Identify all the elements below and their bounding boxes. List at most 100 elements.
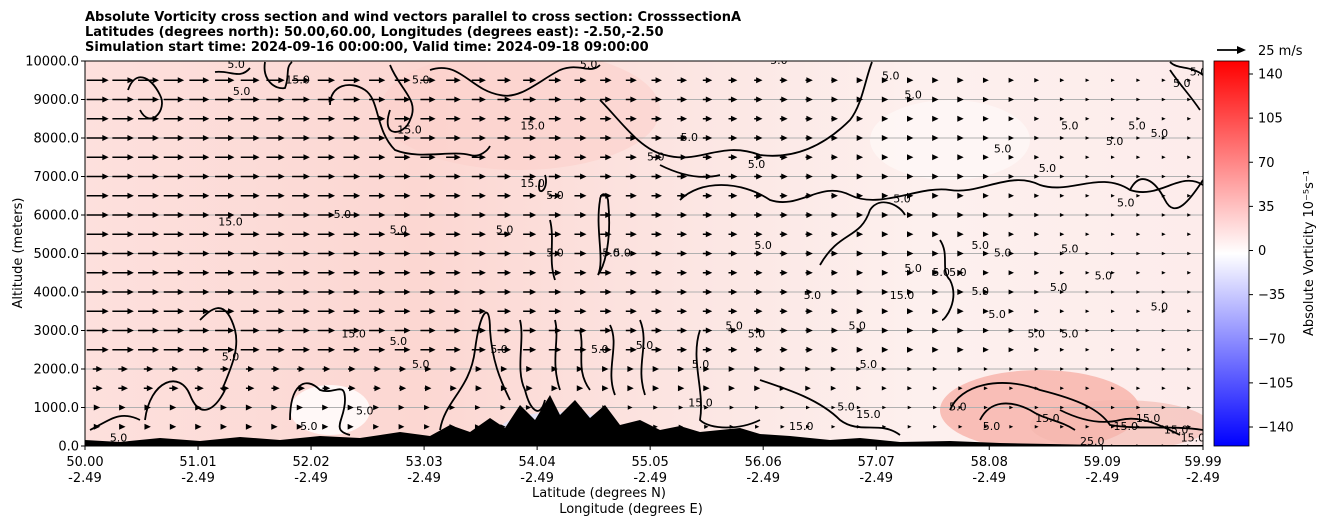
wind-vector [1085, 116, 1090, 121]
wind-vector [143, 366, 154, 372]
contour-line [144, 380, 226, 421]
wind-vector [215, 77, 235, 84]
wind-vector [471, 212, 486, 218]
x-tick-label-lat: 59.99 [1184, 455, 1221, 470]
wind-vector [779, 346, 788, 353]
wind-vector [881, 366, 887, 372]
wind-vector [574, 192, 587, 199]
wind-vector [292, 135, 310, 141]
x-tick-label-lat: 50.00 [66, 455, 103, 470]
wind-vector [728, 192, 738, 199]
wind-vector [600, 115, 612, 122]
wind-vector [271, 404, 278, 411]
contour-label: 15.0 [1136, 412, 1161, 425]
wind-vector [292, 231, 310, 238]
contour-label: 5.0 [1095, 270, 1113, 283]
vorticity-patch [1030, 400, 1203, 446]
wind-vector [296, 366, 305, 372]
wind-vector [119, 423, 126, 430]
wind-vector [906, 231, 914, 238]
wind-vector [574, 77, 587, 84]
wind-vector [1187, 405, 1192, 410]
wind-vector [471, 135, 486, 141]
wind-vector [982, 96, 989, 103]
wind-vector [369, 192, 386, 199]
wind-vector [317, 308, 336, 315]
contour-label: 15.0 [789, 420, 814, 433]
quiver-key: 25 m/s [1217, 44, 1303, 59]
wind-vector [728, 173, 738, 180]
wind-vector [424, 366, 432, 372]
wind-vector [1136, 309, 1141, 314]
x-tick-label-lat: 52.02 [292, 455, 329, 470]
wind-vector [625, 173, 637, 180]
wind-vector [1034, 212, 1040, 218]
wind-vector [906, 154, 914, 161]
wind-vector [957, 269, 964, 276]
x-tick-label-lon: -2.49 [294, 471, 328, 486]
wind-vector [138, 96, 159, 103]
wind-vector [1085, 367, 1090, 371]
wind-vector [805, 250, 813, 257]
wind-vector [292, 250, 310, 257]
wind-vector [1085, 97, 1090, 102]
x-tick-label-lon: -2.49 [859, 471, 893, 486]
wind-vector [471, 308, 486, 315]
wind-vector [373, 404, 380, 411]
wind-vector [343, 250, 361, 257]
wind-vector [1034, 328, 1040, 333]
wind-vector [625, 115, 637, 122]
wind-vector [1187, 290, 1192, 294]
contour-line [554, 319, 561, 391]
wind-vector [138, 173, 159, 180]
wind-vector [1136, 328, 1141, 333]
wind-vector [729, 405, 734, 410]
x-tick-label-lon: -2.49 [181, 471, 215, 486]
wind-vector [702, 135, 713, 141]
wind-vector [881, 192, 889, 199]
wind-vector [957, 154, 964, 161]
wind-vector [856, 135, 864, 141]
wind-vector [292, 308, 310, 315]
wind-vector [1136, 270, 1141, 275]
wind-vector [317, 212, 336, 218]
wind-vector [1034, 405, 1039, 410]
x-tick-label-lon: -2.49 [68, 471, 102, 486]
wind-vector [497, 115, 512, 122]
wind-vector [523, 346, 537, 353]
wind-vector [163, 231, 185, 238]
wind-vector [1009, 367, 1014, 371]
wind-vector [92, 385, 103, 392]
wind-vector [1161, 232, 1166, 237]
wind-vector [982, 346, 989, 353]
wind-vector [1187, 116, 1192, 121]
quiver-key-label: 25 m/s [1258, 44, 1303, 59]
wind-vector [523, 212, 537, 218]
wind-vector [112, 308, 134, 315]
contour-label: 15.0 [397, 123, 422, 136]
contour-label: 5.0 [647, 150, 665, 163]
wind-vector [933, 424, 937, 429]
wind-vector [932, 386, 938, 391]
wind-vector [1034, 231, 1040, 237]
wind-vector [292, 173, 310, 180]
wind-vector [906, 115, 914, 122]
wind-vector [754, 154, 763, 161]
wind-vector [1187, 367, 1192, 371]
wind-vector [322, 385, 331, 392]
wind-vector [1136, 367, 1141, 371]
wind-vector [163, 308, 185, 315]
wind-vector [754, 96, 763, 103]
wind-vector [317, 327, 336, 334]
wind-vector [1008, 173, 1014, 180]
wind-vector [881, 346, 889, 353]
wind-vector [728, 135, 738, 141]
wind-vector [1085, 155, 1090, 160]
wind-vector [906, 346, 914, 353]
wind-vector [754, 250, 763, 257]
wind-vector [651, 269, 662, 276]
contour-label: 5.0 [636, 339, 654, 352]
wind-vector [1110, 116, 1115, 121]
wind-vector [373, 423, 380, 430]
wind-vector [1009, 405, 1014, 410]
